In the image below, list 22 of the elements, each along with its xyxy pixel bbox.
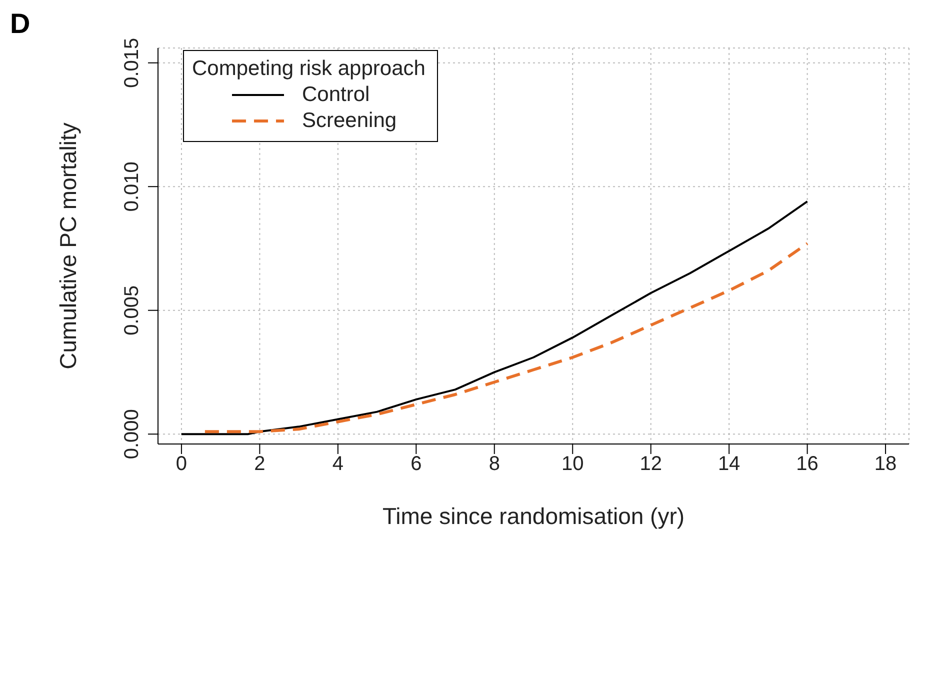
x-tick-label: 16 [796,453,818,476]
x-tick-label: 12 [640,453,662,476]
legend-title: Competing risk approach [192,57,426,81]
y-tick-label: 0.000 [121,409,143,460]
x-tick-label: 10 [561,453,584,476]
x-tick-label: 4 [332,453,344,476]
x-tick-label: 18 [874,453,897,476]
line-series [180,200,808,436]
y-tick-label: 0.015 [121,38,143,88]
x-tick-label: 6 [410,453,422,476]
x-tick-label: 0 [176,453,188,476]
legend-label: Screening [302,109,397,133]
x-tick-label: 14 [718,453,740,476]
legend-label: Control [302,83,370,107]
line-series [203,242,809,434]
y-tick-label: 0.010 [121,162,143,212]
chart-title: D [10,8,30,40]
y-axis-title: Cumulative PC mortality [55,122,82,370]
x-tick-label: 2 [254,453,266,476]
y-tick-label: 0.005 [121,285,143,336]
x-tick-label: 8 [488,453,500,476]
x-axis-title: Time since randomisation (yr) [382,503,685,529]
